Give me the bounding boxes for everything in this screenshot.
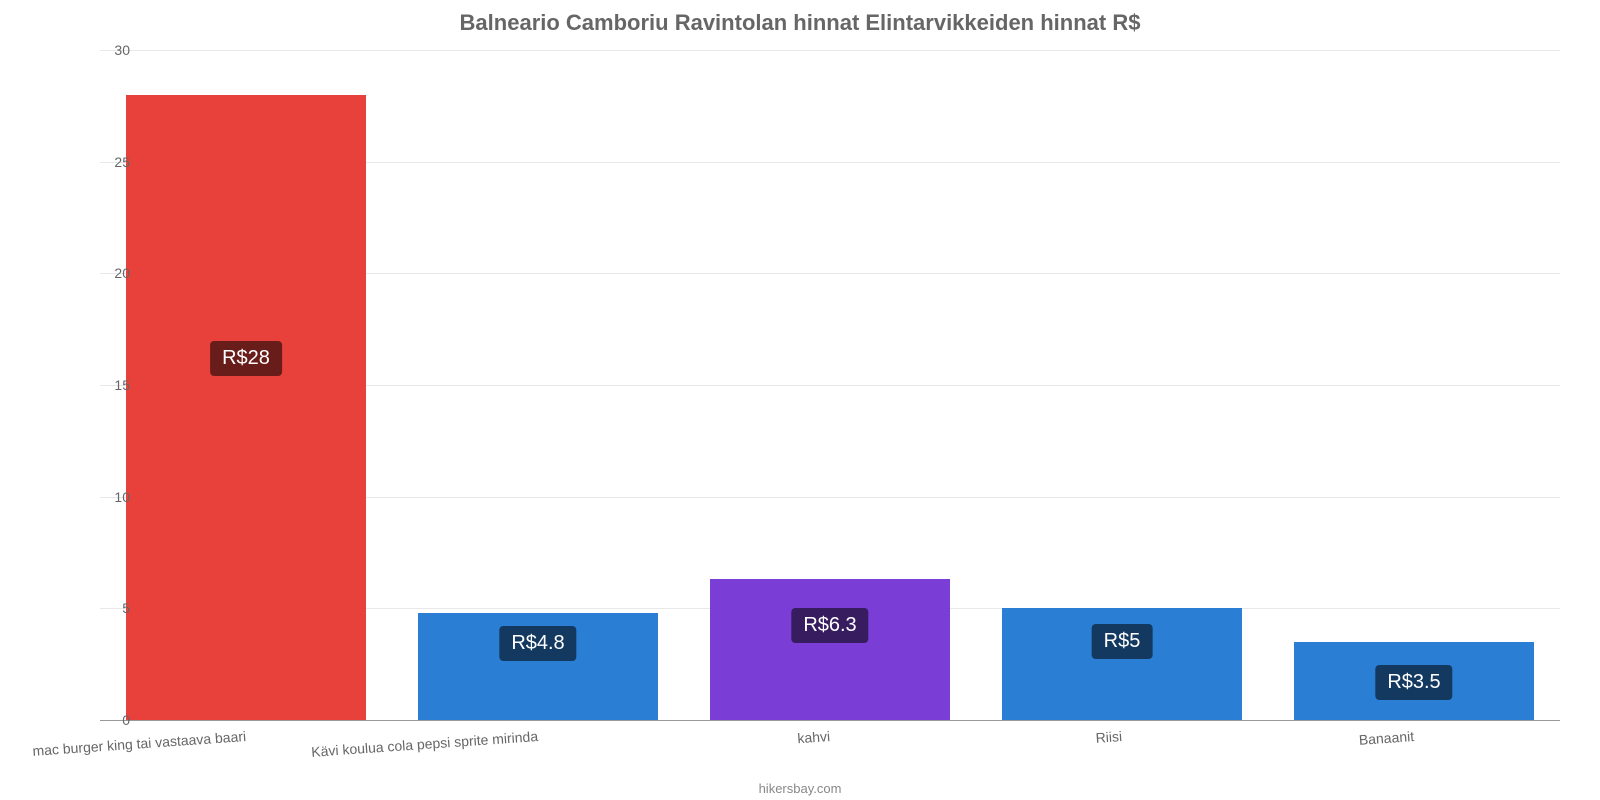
y-tick-label: 30 <box>100 42 130 58</box>
bar-value-label: R$6.3 <box>791 608 868 643</box>
gridline <box>100 50 1560 51</box>
chart-title: Balneario Camboriu Ravintolan hinnat Eli… <box>0 10 1600 36</box>
y-tick-label: 15 <box>100 377 130 393</box>
bar-value-label: R$5 <box>1092 624 1153 659</box>
bar-value-label: R$28 <box>210 341 282 376</box>
attribution-text: hikersbay.com <box>0 781 1600 796</box>
bar-0 <box>126 95 365 720</box>
bar-value-label: R$4.8 <box>499 626 576 661</box>
bar-2 <box>710 579 949 720</box>
y-tick-label: 5 <box>100 600 130 616</box>
y-tick-label: 10 <box>100 489 130 505</box>
x-category-label: kahvi <box>797 728 831 746</box>
x-category-label: Riisi <box>1095 728 1123 746</box>
plot-area: R$28 R$4.8 R$6.3 R$5 R$3.5 <box>100 50 1560 720</box>
y-tick-label: 20 <box>100 265 130 281</box>
y-tick-label: 25 <box>100 154 130 170</box>
price-bar-chart: Balneario Camboriu Ravintolan hinnat Eli… <box>0 0 1600 800</box>
y-tick-label: 0 <box>100 712 130 728</box>
x-axis-baseline <box>100 720 1560 721</box>
bar-value-label: R$3.5 <box>1375 665 1452 700</box>
